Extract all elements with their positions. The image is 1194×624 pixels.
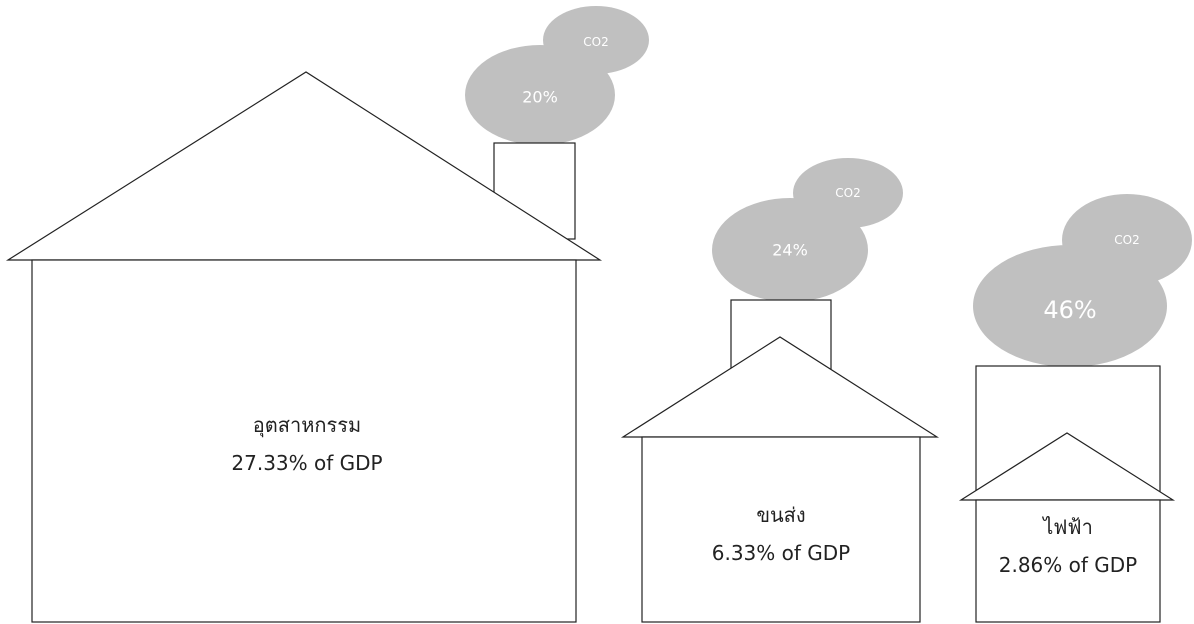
smoke-large	[712, 198, 868, 302]
gas-label: CO2	[583, 35, 609, 49]
roof	[620, 336, 940, 438]
gas-label: CO2	[835, 186, 861, 200]
smoke-large	[465, 45, 615, 145]
house-body	[641, 436, 921, 623]
sector-name: ขนส่ง	[756, 503, 806, 527]
house-body	[975, 499, 1161, 623]
gdp-label: 6.33% of GDP	[711, 541, 851, 565]
house-label: ไฟฟ้า 2.86% of GDP	[993, 508, 1143, 584]
house-body	[31, 259, 577, 623]
sector-name: อุตสาหกรรม	[252, 413, 362, 437]
share-label: 20%	[522, 87, 558, 107]
share-label: 46%	[1043, 296, 1097, 324]
sector-name: ไฟฟ้า	[1043, 515, 1093, 539]
gdp-label: 2.86% of GDP	[998, 553, 1138, 577]
smoke-large	[973, 245, 1167, 367]
house-label: อุตสาหกรรม 27.33% of GDP	[107, 406, 507, 482]
gdp-label: 27.33% of GDP	[231, 451, 383, 475]
gas-label: CO2	[1114, 233, 1140, 247]
house-label: ขนส่ง 6.33% of GDP	[651, 496, 911, 572]
share-label: 24%	[772, 240, 808, 260]
